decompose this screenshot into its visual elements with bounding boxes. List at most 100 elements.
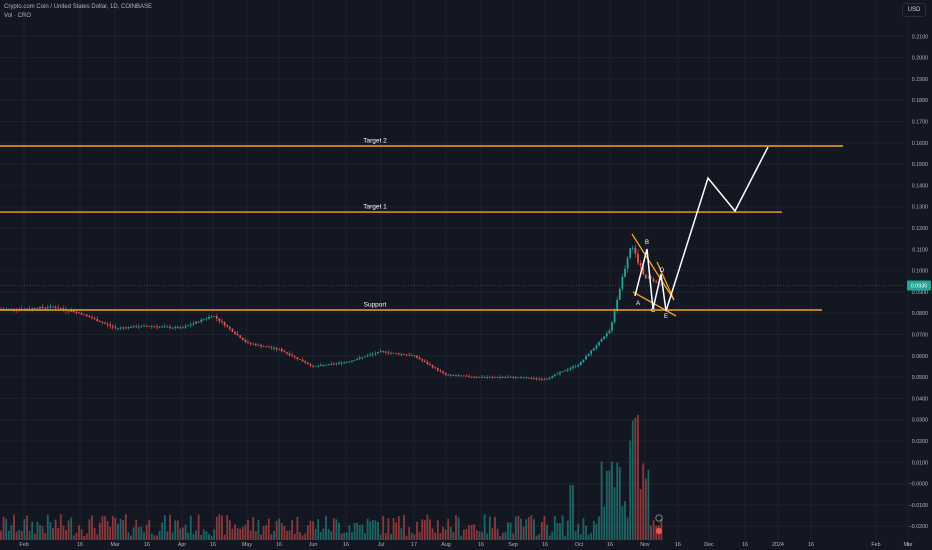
- volume-bar: [171, 532, 174, 540]
- volume-bar: [91, 515, 93, 540]
- volume-bars: [0, 414, 663, 540]
- volume-bar: [182, 527, 184, 540]
- candle-body: [202, 319, 205, 320]
- time-tick-label: Feb: [871, 542, 880, 548]
- candle-body: [598, 341, 600, 346]
- price-tick-label: 0.0900: [912, 290, 928, 296]
- volume-bar: [176, 520, 179, 540]
- price-tick-label: 0.0600: [912, 354, 928, 360]
- candle-body: [559, 372, 561, 374]
- candle-body: [400, 354, 403, 355]
- volume-bar: [62, 525, 65, 540]
- price-tick-label: −0.0100: [909, 503, 928, 509]
- candle-body: [335, 363, 338, 365]
- time-tick-label: Nov: [640, 542, 650, 548]
- volume-bar: [613, 487, 616, 540]
- candle-body: [195, 321, 197, 324]
- event-markers[interactable]: [655, 514, 663, 535]
- candle-body: [325, 364, 327, 366]
- volume-bar: [442, 526, 444, 540]
- candle-body: [158, 326, 161, 328]
- projection-path[interactable]: [634, 146, 769, 312]
- candle-body: [205, 318, 208, 320]
- candle-body: [501, 377, 504, 378]
- volume-bar: [358, 524, 361, 540]
- candle-body: [449, 374, 452, 376]
- candle-body: [249, 342, 252, 344]
- currency-button[interactable]: USD: [902, 3, 926, 17]
- volume-bar: [166, 531, 169, 540]
- candle-body: [54, 306, 57, 308]
- volume-bar: [49, 521, 52, 540]
- candle-body: [548, 377, 551, 379]
- candle-body: [642, 265, 645, 275]
- candle-body: [83, 314, 86, 316]
- candle-body: [522, 377, 525, 379]
- candle-body: [629, 248, 632, 259]
- volume-bar: [475, 530, 478, 540]
- candle-body: [418, 357, 421, 360]
- candle-body: [171, 327, 174, 329]
- volume-bar: [538, 534, 541, 540]
- volume-bar: [345, 532, 348, 540]
- volume-bar: [465, 529, 468, 540]
- volume-bar: [605, 470, 608, 540]
- volume-bar: [231, 528, 234, 540]
- volume-bar: [283, 526, 286, 540]
- candle-body: [366, 355, 369, 357]
- volume-bar: [421, 519, 424, 540]
- candle-body: [514, 377, 517, 378]
- price-tick-label: 0.0100: [912, 460, 928, 466]
- volume-bar: [218, 514, 221, 540]
- volume-bar: [514, 516, 517, 540]
- volume-bar: [306, 525, 309, 540]
- candle-body: [39, 307, 41, 309]
- candle-body: [187, 325, 190, 327]
- volume-bar: [332, 518, 335, 540]
- volume-bar: [275, 520, 278, 540]
- volume-bar: [371, 520, 374, 540]
- volume-bar: [637, 414, 639, 540]
- candle-body: [634, 247, 637, 254]
- volume-bar: [408, 527, 411, 540]
- time-axis[interactable]: Feb 16 Mar 16 Apr 16 May 16 Jun 16 Jul 17 Aug 16 Sep 16…: [19, 542, 912, 548]
- candle-body: [241, 337, 244, 341]
- volume-bar: [395, 522, 398, 540]
- volume-bar: [140, 526, 143, 540]
- candle-body: [579, 361, 582, 366]
- volume-bar: [124, 514, 127, 540]
- candle-body: [556, 373, 559, 375]
- candle-body: [364, 356, 366, 358]
- price-axis[interactable]: 0.2100 0.2000 0.1900 0.1800 0.1700 0.1600 0.15…: [909, 34, 928, 530]
- horizontal-levels[interactable]: Target 2 Target 1 Support: [0, 137, 843, 311]
- volume-bar: [501, 532, 504, 540]
- volume-bar: [137, 527, 140, 540]
- volume-bar: [23, 518, 26, 540]
- candle-body: [650, 277, 652, 279]
- candle-body: [564, 370, 567, 372]
- candle-body: [314, 365, 317, 367]
- volume-bar: [595, 523, 598, 540]
- volume-bar: [36, 521, 39, 540]
- candle-body: [104, 322, 106, 324]
- time-tick-label: Oct: [575, 542, 584, 548]
- candle-body: [509, 376, 512, 378]
- volume-bar: [2, 516, 5, 540]
- candle-body: [566, 369, 569, 371]
- candle-body: [403, 354, 405, 355]
- volume-bar: [616, 462, 619, 540]
- candle-body: [561, 371, 564, 373]
- candle-body: [647, 277, 650, 279]
- candle-body: [124, 327, 127, 329]
- volume-bar: [106, 521, 109, 540]
- volume-bar: [221, 515, 223, 540]
- candle-body: [145, 325, 148, 327]
- volume-bar: [39, 525, 41, 540]
- candle-body: [57, 307, 60, 309]
- candle-body: [507, 376, 509, 378]
- candle-body: [75, 312, 78, 313]
- chart-grid: [0, 0, 909, 540]
- candle-body: [226, 325, 229, 327]
- time-tick-label: 16: [542, 542, 548, 548]
